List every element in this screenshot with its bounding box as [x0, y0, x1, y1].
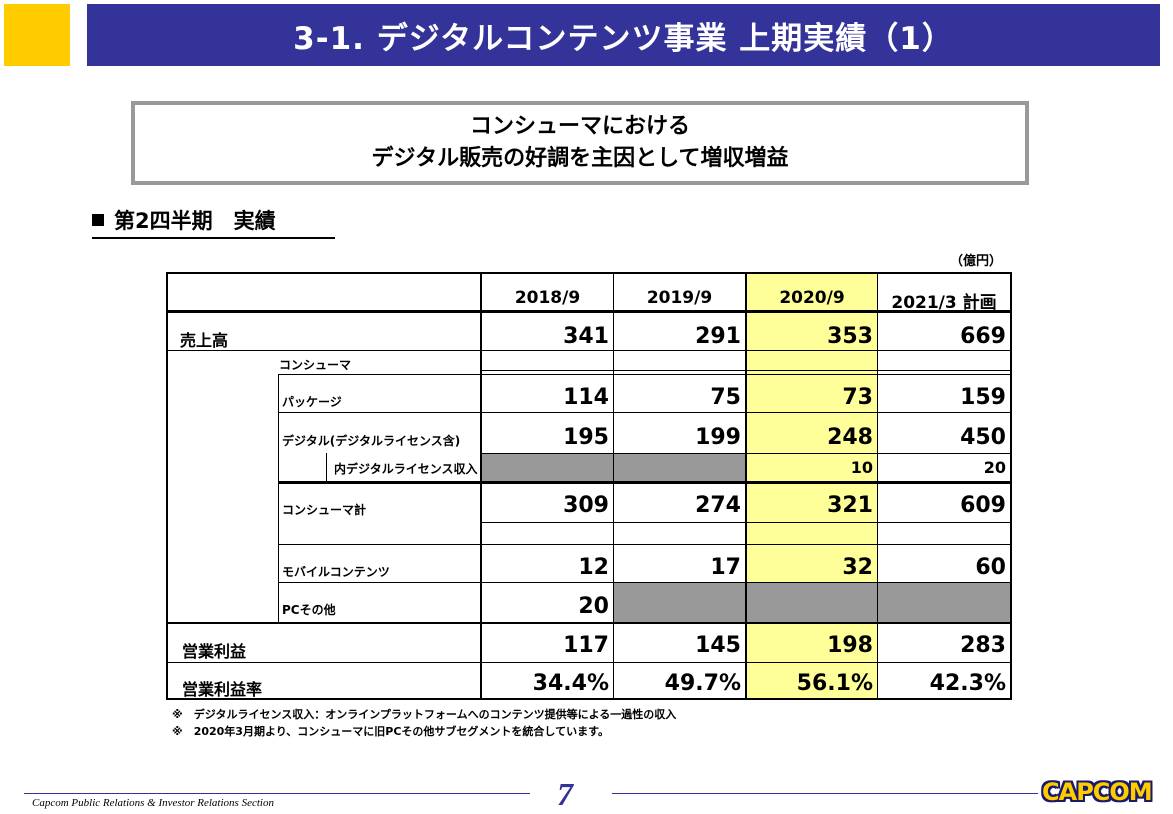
footnotes: ※ デジタルライセンス収入：オンラインプラットフォームへのコンテンツ提供等による… — [172, 706, 676, 740]
column-header: 2020/9 — [779, 288, 845, 308]
unit-label: （億円） — [950, 254, 1003, 269]
table-cell: 341 — [563, 324, 609, 349]
row-label-pc: PCその他 — [282, 603, 336, 617]
table-cell: 117 — [563, 633, 609, 658]
page-title: 3-1. デジタルコンテンツ事業 上期実績（1） — [87, 4, 1160, 66]
column-header: 2021/3 計画 — [891, 293, 997, 313]
table-cell: 10 — [850, 458, 873, 477]
table-cell: 159 — [960, 385, 1006, 410]
table-cell: 199 — [695, 425, 741, 450]
table-cell: 195 — [563, 425, 609, 450]
table-cell: 75 — [710, 385, 741, 410]
headline-box: コンシューマにおける デジタル販売の好調を主因として増収増益 — [131, 101, 1029, 185]
page-number: 7 — [557, 776, 573, 812]
table-cell: 291 — [695, 324, 741, 349]
section-title: 第2四半期 実績 — [114, 209, 276, 233]
row-label-op-margin: 営業利益率 — [182, 680, 263, 699]
na-cell — [482, 453, 746, 482]
table-cell: 283 — [960, 633, 1006, 658]
footnote: ※ デジタルライセンス収入：オンラインプラットフォームへのコンテンツ提供等による… — [172, 708, 677, 721]
row-label-sales: 売上高 — [180, 331, 229, 350]
na-cell — [614, 582, 1012, 622]
row-label-package: パッケージ — [282, 395, 342, 409]
footer-divider — [24, 793, 530, 794]
table-cell: 609 — [960, 493, 1006, 518]
highlight-column — [746, 272, 878, 700]
footnote: ※ 2020年3月期より、コンシューマに旧PCその他サブセグメントを統合していま… — [172, 725, 610, 738]
table-cell: 20 — [983, 458, 1006, 477]
table-cell: 321 — [827, 493, 873, 518]
corner-accent — [4, 4, 70, 66]
headline-line1: コンシューマにおける — [469, 114, 690, 139]
table-cell: 73 — [842, 385, 873, 410]
table-cell: 353 — [827, 324, 873, 349]
table-cell: 248 — [827, 425, 873, 450]
table-cell: 56.1% — [796, 671, 873, 696]
section-heading: 第2四半期 実績 — [92, 205, 335, 239]
row-label-consumer: コンシューマ — [279, 358, 352, 372]
table-cell: 34.4% — [532, 671, 609, 696]
table-cell: 114 — [563, 385, 609, 410]
table-cell: 20 — [578, 594, 609, 619]
row-label-digital: デジタル(デジタルライセンス含) — [282, 434, 461, 448]
table-cell: 145 — [695, 633, 741, 658]
column-header: 2019/9 — [646, 288, 713, 308]
table-cell: 309 — [563, 493, 609, 518]
table-cell: 12 — [578, 555, 609, 580]
capcom-logo: CAPCOM — [1042, 778, 1153, 806]
table-cell: 32 — [842, 555, 873, 580]
table-cell: 17 — [710, 555, 741, 580]
row-label-license: 内デジタルライセンス収入 — [334, 462, 478, 476]
table-cell: 450 — [960, 425, 1006, 450]
table-cell: 198 — [827, 633, 873, 658]
table-cell: 60 — [975, 555, 1006, 580]
column-header: 2018/9 — [514, 288, 581, 308]
table-cell: 42.3% — [929, 671, 1006, 696]
results-table: 2018/9 2019/9 2020/9 2021/3 計画 売上高 341 2… — [166, 272, 1012, 700]
headline-line2: デジタル販売の好調を主因として増収増益 — [371, 146, 789, 171]
table-cell: 669 — [960, 324, 1006, 349]
footer-divider — [612, 793, 1038, 794]
table-cell: 49.7% — [664, 671, 741, 696]
table-cell: 274 — [695, 493, 741, 518]
row-label-op-income: 営業利益 — [182, 642, 247, 661]
row-label-mobile: モバイルコンテンツ — [282, 565, 390, 579]
footer-text: Capcom Public Relations & Investor Relat… — [32, 797, 274, 809]
row-label-consumer-total: コンシューマ計 — [282, 503, 367, 517]
square-bullet-icon — [92, 214, 104, 226]
